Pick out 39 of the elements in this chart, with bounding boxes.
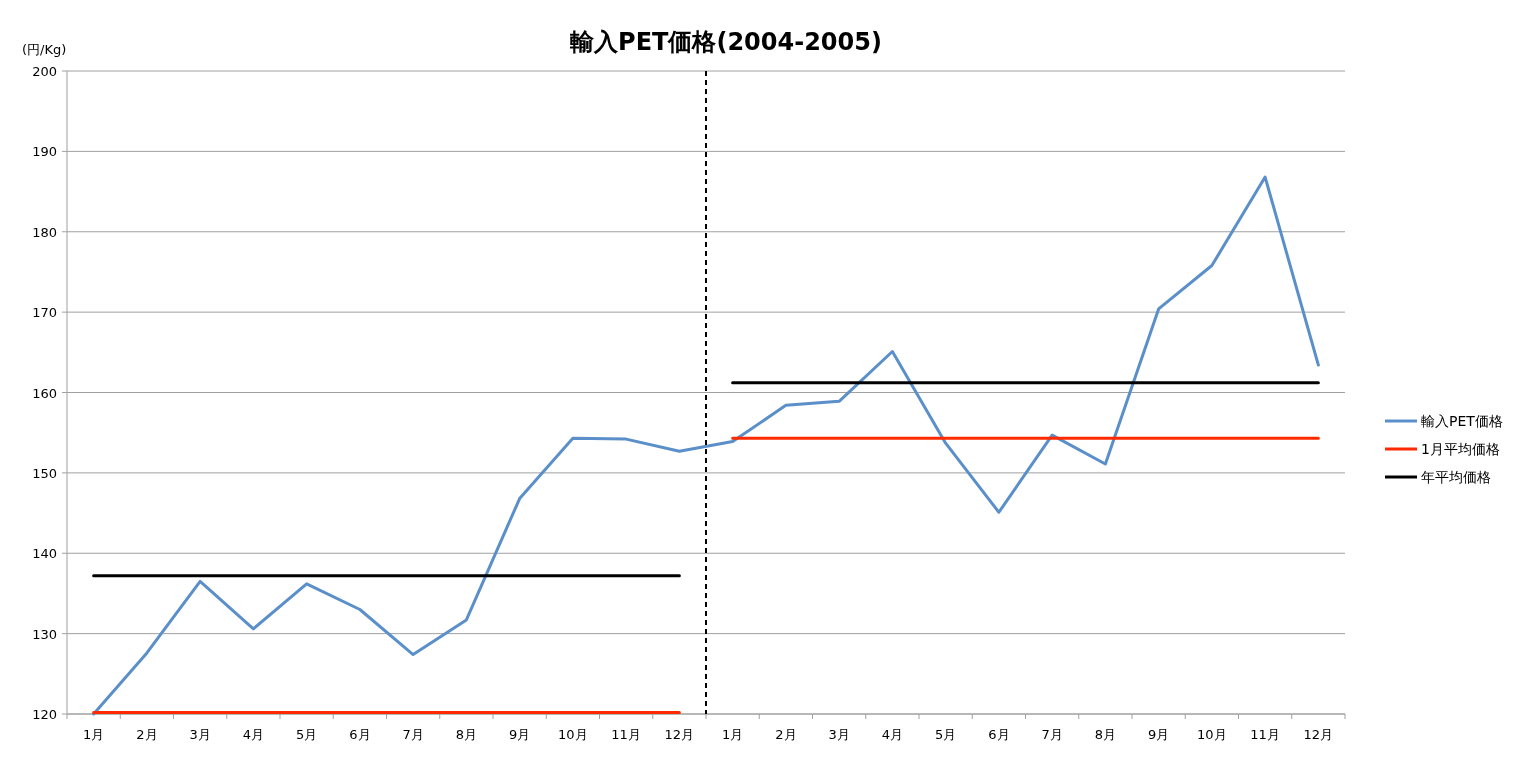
y-tick-label: 160 [32, 385, 57, 401]
y-tick-label: 120 [32, 707, 57, 722]
x-tick-label: 4月 [881, 727, 904, 742]
x-tick-label: 9月 [508, 727, 531, 742]
x-tick-label: 2月 [775, 727, 797, 742]
y-tick-label: 170 [32, 305, 57, 321]
y-tick-label: 140 [32, 546, 57, 562]
x-tick-label: 1月 [721, 727, 744, 742]
x-tick-label: 8月 [1094, 727, 1117, 742]
y-tick-label: 150 [32, 465, 57, 481]
x-tick-label: 3月 [189, 727, 211, 742]
y-tick-label: 190 [32, 144, 57, 160]
y-tick-label: 200 [32, 64, 57, 79]
x-tick-label: 5月 [934, 727, 957, 742]
x-tick-label: 1月 [82, 727, 105, 742]
line-series [92, 175, 1320, 716]
x-tick-label: 10月 [1197, 727, 1227, 742]
x-tick-label: 10月 [558, 727, 588, 742]
legend-label: 年平均価格 [1421, 469, 1491, 485]
x-tick-label: 4月 [242, 727, 265, 742]
x-tick-label: 6月 [988, 727, 1010, 742]
y-tick-label: 180 [32, 224, 57, 240]
y-axis-title: (円/Kg) [22, 42, 67, 57]
x-tick-label: 11月 [1250, 727, 1280, 742]
x-tick-label: 6月 [349, 727, 371, 742]
x-tick-label: 12月 [1303, 727, 1334, 742]
chart-title: 輸入PET価格(2004-2005) [569, 28, 882, 56]
x-tick-label: 7月 [1041, 727, 1063, 742]
x-tick-label: 7月 [402, 727, 424, 742]
y-tick-label: 130 [32, 626, 57, 642]
x-tick-label: 9月 [1147, 727, 1170, 742]
x-tick-label: 12月 [664, 727, 695, 742]
x-tick-label: 8月 [455, 727, 478, 742]
legend-label: 輸入PET価格 [1421, 413, 1503, 429]
legend-label: 1月平均価格 [1421, 441, 1500, 457]
x-tick-label: 3月 [828, 727, 850, 742]
x-tick-label: 5月 [295, 727, 318, 742]
x-tick-label: 2月 [136, 727, 158, 742]
x-tick-label: 11月 [611, 727, 641, 742]
